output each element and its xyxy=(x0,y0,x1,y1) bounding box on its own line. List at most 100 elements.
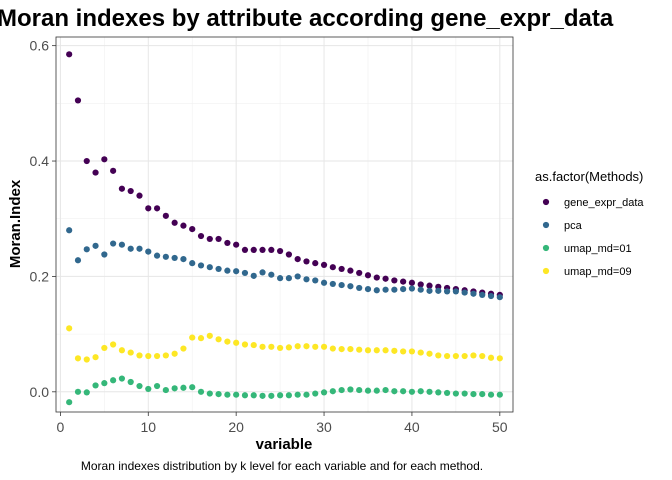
data-point xyxy=(487,391,495,398)
data-point xyxy=(303,343,310,350)
data-point xyxy=(241,341,249,348)
data-point xyxy=(285,275,292,282)
x-tick-label: 30 xyxy=(316,419,332,435)
data-point xyxy=(233,241,240,248)
data-point xyxy=(83,356,90,363)
data-point xyxy=(180,256,187,263)
data-point xyxy=(329,345,336,352)
y-tick-label: 0.2 xyxy=(30,268,50,284)
data-point xyxy=(294,391,301,398)
data-point xyxy=(145,385,152,393)
data-point xyxy=(101,344,108,352)
data-point xyxy=(294,273,301,280)
data-point xyxy=(338,386,345,394)
data-point xyxy=(294,256,301,263)
data-point xyxy=(66,325,73,332)
data-points xyxy=(66,51,503,406)
data-point xyxy=(312,260,319,267)
data-point xyxy=(364,387,372,394)
data-point xyxy=(145,352,152,360)
data-point xyxy=(268,392,275,399)
data-point xyxy=(408,388,416,395)
data-point xyxy=(241,246,249,253)
data-point xyxy=(452,288,459,295)
data-point xyxy=(382,386,389,394)
x-tick-label: 40 xyxy=(404,419,420,435)
data-point xyxy=(426,350,433,357)
data-point xyxy=(470,391,477,398)
data-point xyxy=(320,279,328,286)
data-point xyxy=(224,391,231,398)
data-point xyxy=(303,276,310,283)
data-point xyxy=(197,388,205,395)
data-point xyxy=(347,283,354,290)
data-point xyxy=(224,338,231,345)
y-axis-title: Moran.Index xyxy=(7,179,24,268)
data-point xyxy=(162,212,169,219)
data-point xyxy=(206,332,213,339)
data-point xyxy=(206,264,213,271)
data-point xyxy=(479,291,486,298)
data-point xyxy=(250,341,257,349)
legend-item: gene_expr_data xyxy=(542,197,644,209)
data-point xyxy=(364,286,372,293)
data-point xyxy=(118,185,126,192)
data-point xyxy=(74,355,82,362)
data-point xyxy=(435,287,442,294)
data-point xyxy=(285,392,292,399)
data-point xyxy=(171,385,178,392)
data-point xyxy=(101,156,108,163)
data-point xyxy=(180,222,187,229)
data-point xyxy=(241,392,249,399)
data-point xyxy=(215,391,222,398)
data-point xyxy=(259,392,266,399)
data-point xyxy=(145,248,152,255)
data-point xyxy=(487,354,495,361)
y-axis: 0.0 0.2 0.4 0.6 xyxy=(30,38,56,400)
data-point xyxy=(268,246,275,253)
data-point xyxy=(171,219,178,226)
data-point xyxy=(118,375,126,382)
data-point xyxy=(461,352,468,360)
data-point xyxy=(277,247,284,255)
data-point xyxy=(373,387,380,394)
data-point xyxy=(118,241,126,248)
series-umap-md-09 xyxy=(66,325,503,363)
data-point xyxy=(92,354,99,361)
data-point xyxy=(285,251,292,258)
data-point xyxy=(66,51,73,58)
data-point xyxy=(338,265,345,273)
data-point xyxy=(443,288,451,295)
data-point xyxy=(285,344,292,351)
legend-key xyxy=(542,221,550,229)
data-point xyxy=(426,388,433,395)
legend-item: umap_md=01 xyxy=(542,243,632,255)
data-point xyxy=(303,258,310,265)
series-umap-md-01 xyxy=(66,375,503,406)
data-point xyxy=(171,254,178,262)
data-point xyxy=(92,169,99,176)
data-point xyxy=(373,274,380,281)
data-point xyxy=(250,392,257,399)
data-point xyxy=(294,343,301,350)
data-point xyxy=(83,246,90,253)
data-point xyxy=(303,391,310,398)
data-point xyxy=(189,260,196,267)
data-point xyxy=(356,346,363,353)
data-point xyxy=(443,352,451,360)
data-point xyxy=(470,352,477,359)
data-point xyxy=(268,343,275,350)
data-point xyxy=(74,257,82,264)
data-point xyxy=(452,390,459,397)
y-tick-label: 0.6 xyxy=(30,38,50,54)
x-tick-label: 0 xyxy=(56,419,64,435)
legend-key xyxy=(542,267,550,275)
legend-title: as.factor(Methods) xyxy=(535,169,643,184)
data-point xyxy=(496,294,503,301)
data-point xyxy=(136,382,143,390)
x-tick-label: 10 xyxy=(140,419,156,435)
data-point xyxy=(417,388,424,395)
data-point xyxy=(382,275,389,282)
